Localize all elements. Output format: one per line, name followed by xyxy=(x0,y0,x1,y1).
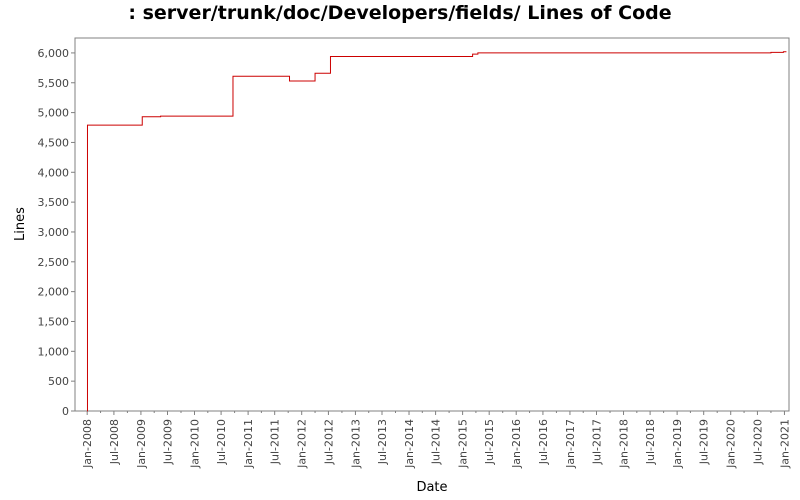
series-group xyxy=(86,51,787,412)
x-tick-label: Jan-2018 xyxy=(618,419,631,469)
x-tick-label: Jan-2019 xyxy=(671,419,684,469)
x-tick-label: Jul-2018 xyxy=(644,419,657,465)
y-tick-label: 6,000 xyxy=(38,47,70,60)
y-tick-label: 1,000 xyxy=(38,345,70,358)
x-tick-label: Jul-2009 xyxy=(161,419,174,465)
y-tick-label: 1,500 xyxy=(38,315,70,328)
y-tick-label: 2,000 xyxy=(38,286,70,299)
x-tick-label: Jan-2011 xyxy=(242,419,255,469)
x-tick-label: Jul-2020 xyxy=(751,419,764,465)
x-tick-label: Jul-2008 xyxy=(108,419,121,465)
y-tick-label: 4,000 xyxy=(38,166,70,179)
y-axis-label: Lines xyxy=(13,207,28,241)
chart-title: : server/trunk/doc/Developers/fields/ Li… xyxy=(128,2,672,24)
series-line xyxy=(86,51,787,412)
x-tick-label: Jan-2020 xyxy=(725,419,738,469)
x-tick-label: Jan-2009 xyxy=(135,419,148,469)
x-tick-label: Jul-2013 xyxy=(376,419,389,465)
x-tick-label: Jan-2016 xyxy=(510,419,523,469)
y-tick-label: 2,500 xyxy=(38,256,70,269)
x-tick-label: Jan-2010 xyxy=(189,419,202,469)
y-tick-label: 3,000 xyxy=(38,226,70,239)
y-tick-label: 500 xyxy=(48,375,69,388)
x-tick-label: Jul-2015 xyxy=(483,419,496,465)
y-tick-label: 0 xyxy=(62,405,69,418)
y-axis: 0 500 1,000 1,500 2,000 2,500 3,000 3,500 4,000 4… xyxy=(38,47,75,418)
x-tick-label: Jan-2012 xyxy=(296,419,309,469)
x-axis-label: Date xyxy=(416,480,447,495)
x-tick-label: Jan-2015 xyxy=(457,419,470,469)
x-tick-label: Jul-2019 xyxy=(698,419,711,465)
x-tick-label: Jan-2008 xyxy=(81,419,94,469)
y-tick-label: 5,500 xyxy=(38,77,70,90)
x-tick-label: Jul-2016 xyxy=(537,419,550,465)
x-tick-label: Jan-2021 xyxy=(778,419,791,469)
x-tick-label: Jan-2017 xyxy=(564,419,577,469)
x-axis: Jan-2008 Jul-2008 Jan-2009 Jul-2009 Jan-2010… xyxy=(81,411,791,469)
x-tick-label: Jan-2013 xyxy=(349,419,362,469)
y-tick-label: 3,500 xyxy=(38,196,70,209)
x-tick-label: Jan-2014 xyxy=(403,419,416,469)
x-tick-label: Jul-2014 xyxy=(430,419,443,465)
y-tick-label: 5,000 xyxy=(38,107,70,120)
x-tick-label: Jul-2011 xyxy=(269,419,282,465)
x-tick-label: Jul-2017 xyxy=(591,419,604,465)
x-tick-label: Jul-2010 xyxy=(215,419,228,465)
x-tick-label: Jul-2012 xyxy=(322,419,335,465)
y-tick-label: 4,500 xyxy=(38,136,70,149)
plot-area xyxy=(74,37,790,412)
